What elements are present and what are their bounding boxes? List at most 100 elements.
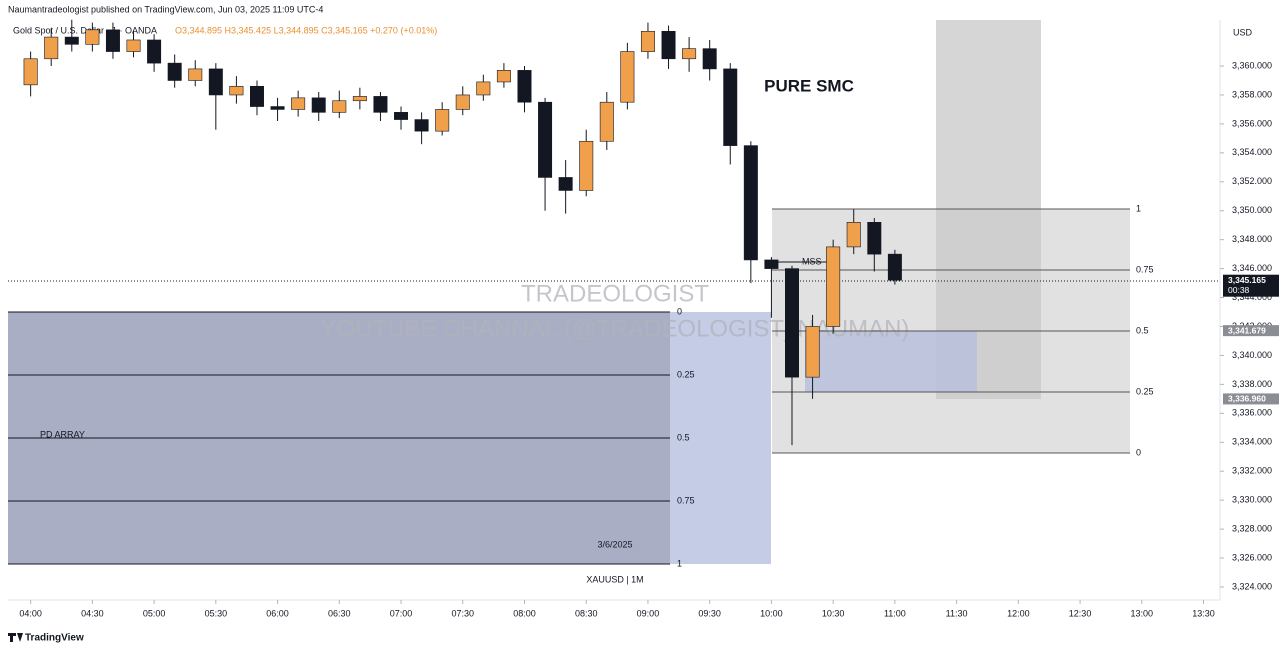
- y-tick-label: 3,324.000: [1232, 581, 1272, 591]
- x-tick-label: 11:30: [946, 608, 968, 618]
- x-tick-label: 08:30: [575, 608, 598, 618]
- x-tick-label: 11:00: [884, 608, 906, 618]
- candle-body: [764, 259, 779, 269]
- y-tick-label: 3,346.000: [1232, 263, 1272, 273]
- y-tick-label: 3,336.000: [1232, 408, 1272, 418]
- candle-body: [64, 36, 79, 45]
- candle-body: [147, 39, 162, 64]
- x-tick-label: 07:00: [390, 608, 413, 618]
- candle-body: [332, 100, 347, 113]
- candle-body: [743, 145, 758, 261]
- candle-body: [496, 70, 511, 83]
- y-tick-label: 3,352.000: [1232, 176, 1272, 186]
- candle-body: [23, 58, 38, 86]
- candle-body: [558, 177, 573, 191]
- y-tick-label: 3,338.000: [1232, 379, 1272, 389]
- candle-body: [476, 81, 491, 96]
- pd-array-extension: [670, 312, 771, 564]
- candle-body: [435, 109, 450, 132]
- candle-body: [291, 97, 306, 110]
- pd-level-label: 0.5: [677, 432, 690, 442]
- x-tick-label: 05:30: [205, 608, 228, 618]
- candle-body: [682, 48, 697, 60]
- y-tick-label: 3,354.000: [1232, 147, 1272, 157]
- x-tick-label: 05:00: [143, 608, 166, 618]
- candle-body: [167, 62, 182, 81]
- candle-body: [846, 222, 861, 248]
- x-tick-label: 10:30: [822, 608, 845, 618]
- x-tick-label: 13:00: [1131, 608, 1154, 618]
- fib-level-label: 0.75: [1136, 264, 1154, 274]
- brand-logo: [8, 633, 23, 642]
- chart-title: PURE SMC: [764, 76, 854, 95]
- candle-body: [517, 70, 532, 103]
- price-mark-bg: [1223, 274, 1279, 297]
- fib-level-label: 0.5: [1136, 325, 1149, 335]
- y-tick-label: 3,328.000: [1232, 523, 1272, 533]
- candle-body: [538, 101, 553, 178]
- x-tick-label: 04:00: [19, 608, 42, 618]
- candle-body: [805, 326, 820, 378]
- y-tick-label: 3,350.000: [1232, 205, 1272, 215]
- candle-body: [620, 51, 635, 103]
- price-mark-label: 3,341.679: [1228, 325, 1266, 335]
- ohlc: O3,344.895 H3,345.425 L3,344.895 C3,345.…: [175, 25, 437, 35]
- pd-array-date: 3/6/2025: [597, 539, 632, 549]
- pd-level-label: 1: [677, 558, 682, 568]
- x-tick-label: 06:00: [266, 608, 289, 618]
- y-tick-label: 3,348.000: [1232, 234, 1272, 244]
- pd-array-label: PD ARRAY: [40, 429, 85, 439]
- y-tick-label: 3,326.000: [1232, 552, 1272, 562]
- price-mark-label: 3,336.960: [1228, 394, 1266, 404]
- candle-body: [702, 48, 717, 70]
- candle-body: [270, 106, 285, 110]
- x-tick-label: 09:30: [698, 608, 721, 618]
- pd-level-label: 0: [677, 306, 682, 316]
- watermark-sub: YOUTUBE CHANNAL (@TRADEOLOGIST_NAUMAN): [321, 315, 910, 342]
- y-tick-label: 3,344.000: [1232, 292, 1272, 302]
- candle-body: [208, 68, 223, 96]
- y-tick-label: 3,334.000: [1232, 437, 1272, 447]
- y-tick-label: 3,332.000: [1232, 466, 1272, 476]
- candle-body: [579, 140, 594, 191]
- x-tick-label: 12:00: [1007, 608, 1030, 618]
- candle-body: [826, 246, 841, 327]
- x-tick-label: 07:30: [451, 608, 474, 618]
- price-mark-bg: [1223, 393, 1279, 405]
- candle-body: [85, 29, 100, 45]
- fvg-box: [805, 331, 977, 392]
- candle-body: [44, 36, 59, 60]
- candle-body: [105, 29, 120, 52]
- y-tick-label: 3,360.000: [1232, 60, 1272, 70]
- candle-body: [394, 112, 409, 120]
- candle-body: [640, 30, 655, 52]
- x-tick-label: 04:30: [81, 608, 104, 618]
- symbol: Gold Spot / U.S. Dollar · 1 · OANDA: [13, 25, 157, 35]
- candle-body: [867, 222, 882, 255]
- currency: USD: [1233, 27, 1253, 37]
- brand: TradingView: [25, 633, 84, 644]
- x-tick-label: 12:30: [1069, 608, 1092, 618]
- candle-body: [599, 101, 614, 142]
- y-tick-label: 3,358.000: [1232, 89, 1272, 99]
- mss-label: MSS: [802, 256, 822, 266]
- candle-body: [126, 39, 141, 52]
- fib-level-label: 1: [1136, 203, 1141, 213]
- y-tick-label: 3,340.000: [1232, 350, 1272, 360]
- watermark: TRADEOLOGIST: [521, 280, 709, 307]
- pd-level-label: 0.75: [677, 495, 695, 505]
- pd-level-label: 0.25: [677, 369, 695, 379]
- x-tick-label: 06:30: [328, 608, 351, 618]
- x-tick-label: 09:00: [637, 608, 660, 618]
- candle-body: [455, 94, 470, 110]
- header: Naumantradeologist published on TradingV…: [8, 4, 323, 14]
- candle-body: [249, 85, 264, 107]
- candle-body: [414, 119, 429, 132]
- fib-level-label: 0.25: [1136, 386, 1154, 396]
- x-tick-label: 13:30: [1192, 608, 1215, 618]
- candle-body: [373, 96, 388, 113]
- candle-body: [785, 268, 799, 378]
- candle-body: [229, 85, 244, 96]
- symbol-tag: XAUUSD | 1M: [586, 574, 643, 584]
